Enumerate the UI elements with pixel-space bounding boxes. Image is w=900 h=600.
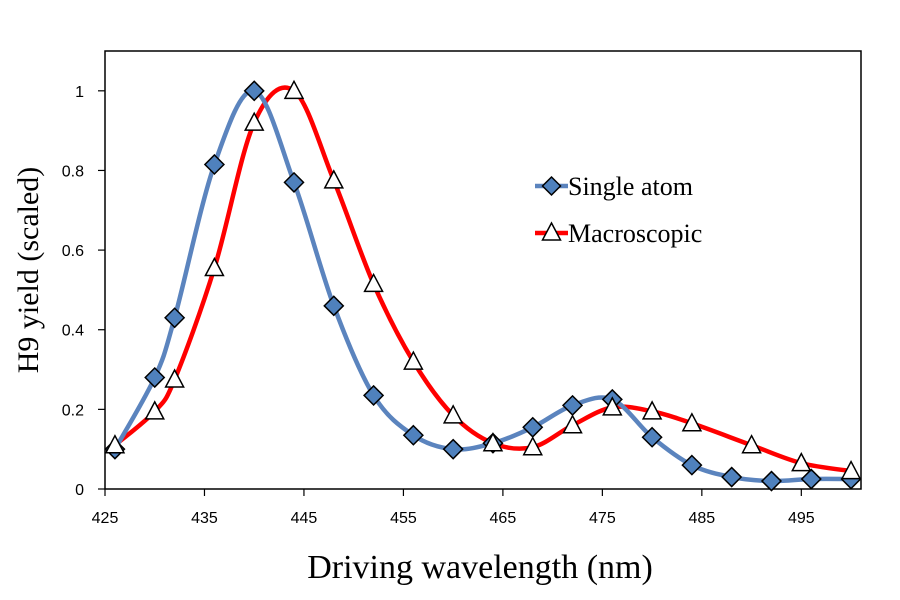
series-layer	[104, 79, 862, 492]
data-point-single-atom	[203, 153, 225, 176]
data-point-single-atom	[522, 416, 544, 438]
x-axis-ticks: 425 435 445 455 465 475 485 495	[92, 489, 815, 527]
data-point-macroscopic	[283, 79, 305, 100]
data-point-macroscopic	[482, 432, 504, 452]
legend-marker-macroscopic	[541, 221, 562, 241]
y-axis-title: H9 yield (scaled)	[12, 167, 45, 374]
data-point-single-atom	[760, 470, 783, 492]
data-point-macroscopic	[164, 368, 185, 388]
data-point-macroscopic	[243, 111, 265, 131]
data-point-single-atom	[561, 394, 584, 416]
legend-marker-single-atom	[541, 175, 562, 197]
data-point-macroscopic	[840, 459, 862, 480]
data-point-single-atom	[641, 426, 663, 448]
data-point-macroscopic	[641, 400, 663, 420]
y-tick-label: 0.8	[62, 163, 84, 180]
data-point-single-atom	[402, 424, 424, 446]
x-tick-label: 455	[390, 510, 417, 527]
data-point-single-atom	[144, 366, 166, 389]
x-tick-label: 475	[589, 510, 616, 527]
data-point-macroscopic	[144, 400, 165, 420]
x-tick-label: 435	[191, 510, 218, 527]
y-tick-label: 0.2	[62, 402, 84, 419]
data-point-macroscopic	[363, 272, 384, 293]
legend-item-single-atom: Single atom	[535, 172, 693, 201]
data-point-macroscopic	[104, 434, 126, 454]
plot-area-frame	[104, 50, 862, 490]
data-point-macroscopic	[602, 396, 623, 416]
data-point-macroscopic	[522, 436, 543, 456]
legend-label-single-atom: Single atom	[568, 172, 693, 201]
y-tick-label: 0.4	[62, 323, 84, 340]
data-point-single-atom	[164, 307, 186, 329]
legend: Single atom Macroscopic	[535, 172, 702, 248]
data-point-macroscopic	[791, 452, 812, 472]
data-point-single-atom	[681, 454, 703, 476]
data-point-single-atom	[323, 295, 345, 317]
data-point-macroscopic	[741, 434, 762, 454]
series-line-macroscopic	[112, 85, 854, 474]
legend-item-macroscopic: Macroscopic	[535, 219, 702, 248]
data-point-macroscopic	[681, 412, 703, 432]
y-axis-ticks: 0 0.2 0.4 0.6 0.8 1	[62, 84, 105, 499]
y-tick-label: 0.6	[62, 243, 84, 260]
data-point-single-atom	[243, 80, 265, 102]
x-tick-label: 425	[92, 510, 119, 527]
data-point-single-atom	[283, 171, 305, 193]
data-point-macroscopic	[204, 256, 225, 277]
x-tick-label: 495	[788, 510, 815, 527]
x-tick-label: 465	[490, 510, 517, 527]
data-point-macroscopic	[403, 350, 424, 370]
legend-label-macroscopic: Macroscopic	[568, 219, 702, 248]
x-axis-title: Driving wavelength (nm)	[307, 549, 653, 586]
data-point-single-atom	[442, 438, 464, 460]
x-tick-label: 485	[688, 510, 715, 527]
data-point-macroscopic	[442, 404, 464, 424]
data-point-single-atom	[800, 468, 822, 490]
data-point-macroscopic	[562, 414, 583, 434]
data-point-single-atom	[721, 466, 743, 488]
series-line-single-atom	[112, 88, 854, 484]
x-tick-label: 445	[291, 510, 318, 527]
data-point-single-atom	[363, 384, 385, 406]
y-tick-label: 0	[75, 482, 84, 499]
y-tick-label: 1	[75, 84, 84, 101]
data-point-macroscopic	[323, 169, 345, 189]
